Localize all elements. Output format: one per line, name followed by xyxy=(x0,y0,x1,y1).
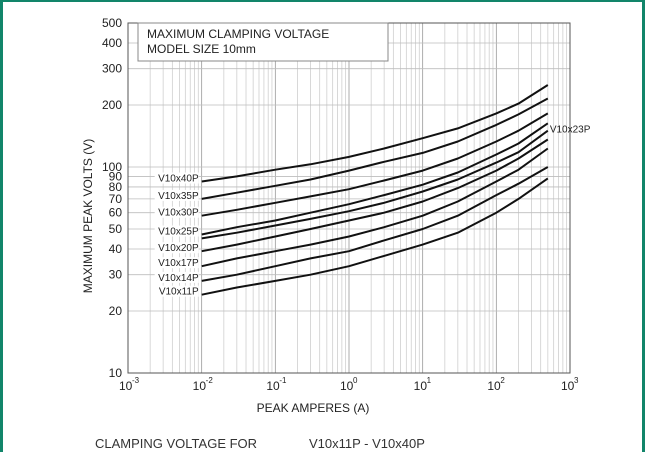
y-tick-label: 200 xyxy=(102,98,122,112)
x-tick-exponent: -3 xyxy=(132,376,140,385)
series-label-background xyxy=(154,257,199,269)
x-tick-label: 10 1 xyxy=(414,376,432,393)
series-label-v10x25p: V10x25P xyxy=(158,227,199,238)
x-tick-exponent: 3 xyxy=(574,376,579,385)
caption-left-text: CLAMPING VOLTAGE FOR xyxy=(95,436,258,451)
chart-title-box: MAXIMUM CLAMPING VOLTAGE MODEL SIZE 10mm xyxy=(137,22,389,62)
series-label-background xyxy=(154,242,199,254)
x-tick-label: 10 2 xyxy=(487,376,505,393)
x-tick-base: 10 xyxy=(266,379,280,393)
series-line-v10x17p xyxy=(201,147,549,268)
caption-right-text: V10x11P - V10x40P xyxy=(309,436,425,451)
series-labels: V10x40P V10x35P V10x30P V10x25P V10x23P V10x2… xyxy=(154,125,591,298)
series-line-v10x25p xyxy=(201,122,549,236)
series-line-v10x30p xyxy=(201,112,549,217)
y-tick-label: 40 xyxy=(109,242,123,256)
series-lines xyxy=(201,84,549,296)
figure-caption: CLAMPING VOLTAGE FOR V10x11P - V10x40P xyxy=(95,432,555,452)
series-line-v10x35p xyxy=(201,97,549,200)
x-tick-exponent: 1 xyxy=(427,376,432,385)
x-tick-label: 10 -3 xyxy=(119,376,140,393)
series-label-background xyxy=(154,285,199,297)
x-tick-label: 10 3 xyxy=(561,376,579,393)
x-tick-exponent: -2 xyxy=(206,376,214,385)
x-axis-label: PEAK AMPERES (A) xyxy=(257,401,370,415)
series-label-v10x20p: V10x20P xyxy=(158,243,199,254)
y-tick-label: 50 xyxy=(109,222,123,236)
y-axis-label: MAXIMUM PEAK VOLTS (V) xyxy=(81,139,95,293)
series-line-v10x40p xyxy=(201,84,549,183)
x-tick-base: 10 xyxy=(193,379,207,393)
series-line-v10x11p xyxy=(201,177,549,296)
series-line-v10x23p xyxy=(201,129,549,240)
grid xyxy=(127,22,570,374)
x-tick-label: 10 -2 xyxy=(193,376,214,393)
y-tick-label: 80 xyxy=(109,180,123,194)
series-line-v10x20p xyxy=(201,138,549,253)
x-tick-exponent: 2 xyxy=(500,376,505,385)
series-label-background xyxy=(154,189,199,201)
x-tick-base: 10 xyxy=(414,379,428,393)
x-tick-base: 10 xyxy=(340,379,354,393)
x-tick-base: 10 xyxy=(119,379,133,393)
chart-title-line-2: MODEL SIZE 10mm xyxy=(147,42,256,56)
y-tick-label: 500 xyxy=(102,16,122,30)
title-box-background xyxy=(137,22,389,62)
series-label-v10x11p: V10x11P xyxy=(159,287,199,298)
y-tick-label: 400 xyxy=(102,36,122,50)
y-tick-label: 20 xyxy=(109,304,123,318)
series-label-v10x14p: V10x14P xyxy=(158,273,199,284)
series-label-v10x40p: V10x40P xyxy=(158,174,199,185)
y-tick-label: 30 xyxy=(109,268,123,282)
x-tick-labels: 10 -3 10 -2 10 -1 10 0 10 1 10 2 10 3 xyxy=(119,376,579,393)
series-label-v10x17p: V10x17P xyxy=(158,258,199,269)
series-label-v10x35p: V10x35P xyxy=(158,191,199,202)
x-tick-label: 10 -1 xyxy=(266,376,287,393)
y-tick-label: 300 xyxy=(102,62,122,76)
chart-title-line-1: MAXIMUM CLAMPING VOLTAGE xyxy=(147,27,329,41)
series-label-background xyxy=(154,172,199,184)
series-label-v10x30p: V10x30P xyxy=(158,208,199,219)
x-tick-base: 10 xyxy=(561,379,575,393)
y-tick-label: 100 xyxy=(102,160,122,174)
x-tick-base: 10 xyxy=(487,379,501,393)
y-tick-label: 60 xyxy=(109,206,123,220)
x-tick-exponent: 0 xyxy=(353,376,358,385)
series-label-background xyxy=(154,206,199,218)
x-tick-exponent: -1 xyxy=(279,376,287,385)
series-label-v10x23p: V10x23P xyxy=(550,125,591,136)
y-tick-label: 70 xyxy=(109,192,123,206)
x-tick-label: 10 0 xyxy=(340,376,358,393)
y-tick-label: 90 xyxy=(109,169,123,183)
series-label-background xyxy=(154,271,199,283)
series-label-background xyxy=(154,225,199,237)
y-tick-label: 10 xyxy=(109,366,123,380)
series-line-v10x14p xyxy=(201,166,549,282)
